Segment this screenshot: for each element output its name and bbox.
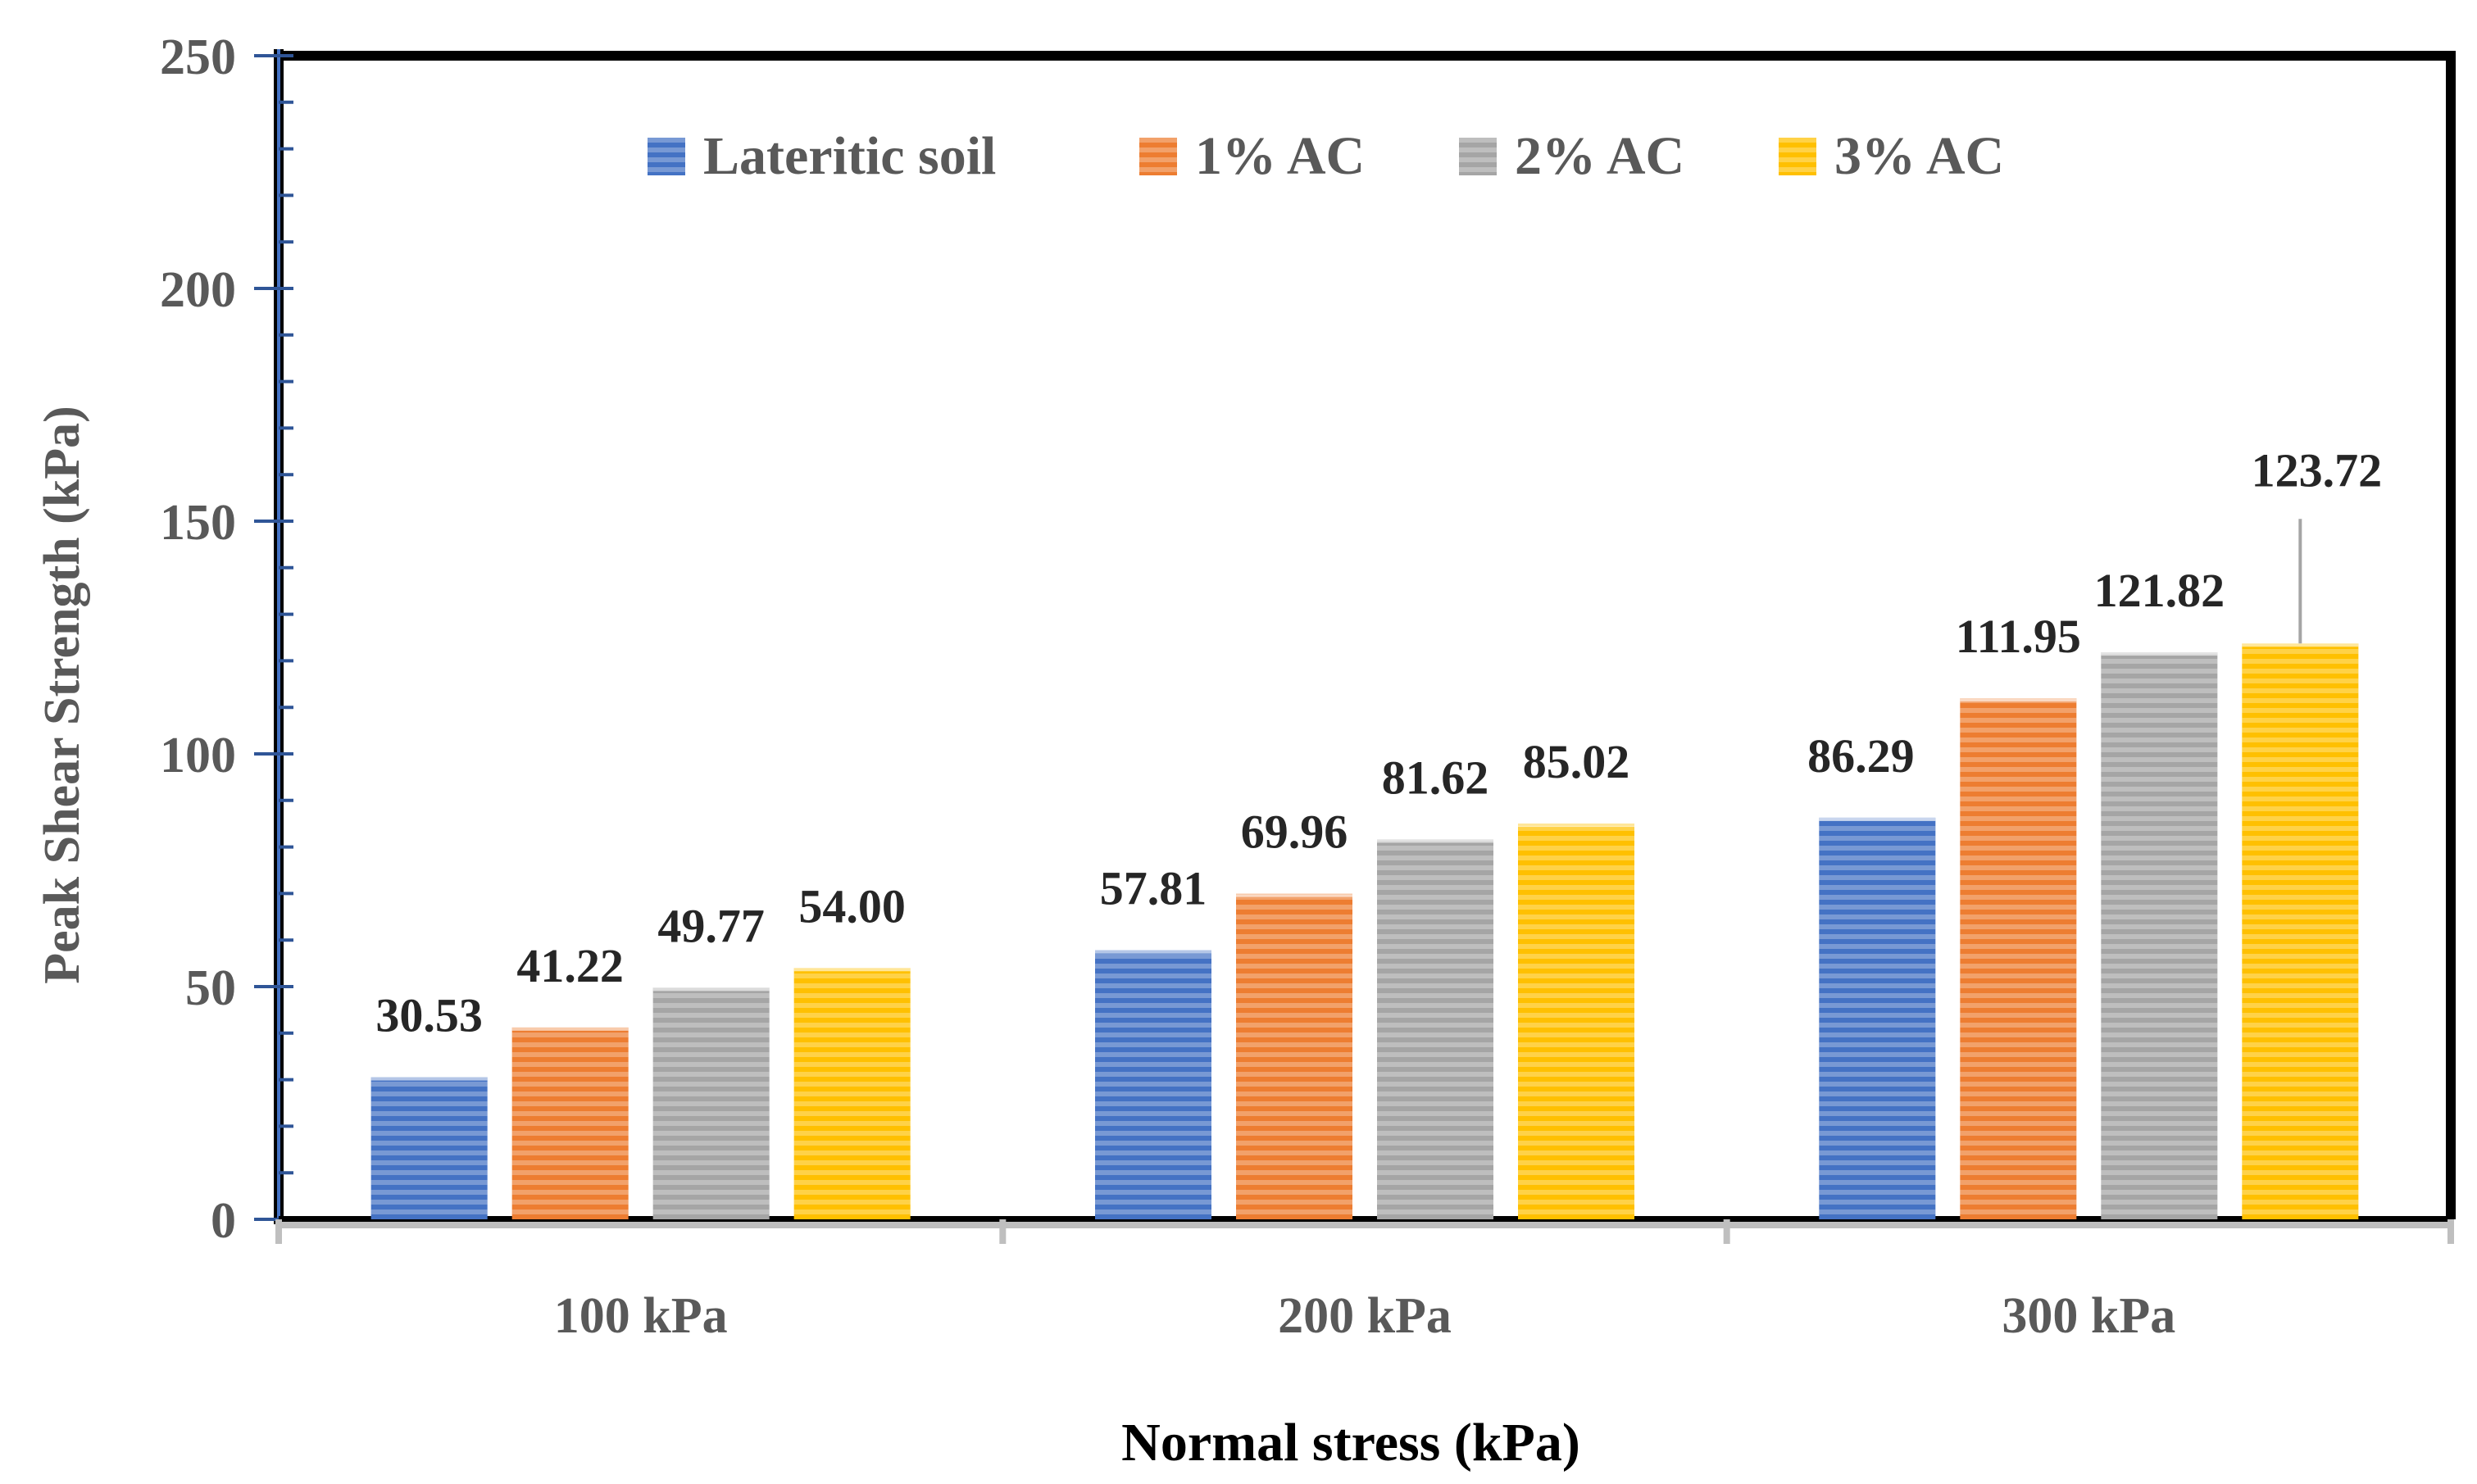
data-label: 30.53	[375, 989, 483, 1042]
x-axis: 100 kPa 200 kPa 300 kPa	[275, 1216, 2454, 1344]
bar-highlight	[1960, 698, 2077, 702]
bar-pattern	[1377, 839, 1493, 1219]
legend-swatch-pattern	[648, 138, 685, 175]
x-tick-label: 300 kPa	[2002, 1288, 2175, 1344]
bar-highlight	[1518, 824, 1634, 828]
bar-pattern	[1819, 817, 1936, 1219]
legend-swatch-pattern	[1779, 138, 1816, 175]
bar-pattern	[1518, 824, 1634, 1219]
bar-pattern	[652, 987, 770, 1219]
y-tick-label: 250	[160, 29, 236, 85]
legend: Lateritic soil 1% AC 2% AC 3% AC	[648, 126, 2004, 186]
data-label: 86.29	[1807, 729, 1915, 783]
legend-swatch-pattern	[1459, 138, 1497, 175]
bar-pattern	[370, 1077, 488, 1219]
data-labels: 30.53 57.81 86.29 41.22 69.96 111.95 49.77 81.6…	[375, 443, 2382, 1042]
bar-highlight	[652, 987, 770, 992]
bars	[370, 643, 2359, 1219]
y-tick-label: 100	[160, 728, 236, 783]
legend-swatch-pattern	[1139, 138, 1177, 175]
legend-label: 2% AC	[1515, 126, 1684, 186]
legend-label: Lateritic soil	[703, 126, 996, 186]
bar-pattern	[2101, 652, 2218, 1219]
bar-highlight	[1236, 893, 1352, 897]
legend-label: 3% AC	[1834, 126, 2004, 186]
data-label: 111.95	[1956, 610, 2081, 663]
bar-pattern	[1236, 893, 1352, 1219]
x-axis-title: Normal stress (kPa)	[1121, 1413, 1580, 1473]
data-label: 54.00	[798, 879, 906, 933]
bar-highlight	[2101, 652, 2218, 656]
bar-pattern	[1095, 950, 1211, 1219]
data-label: 49.77	[657, 899, 765, 952]
y-axis-title: Peak Shear Strength (kPa)	[34, 406, 90, 984]
data-label: 81.62	[1382, 751, 1489, 804]
data-label: 123.72	[2252, 443, 2383, 497]
bar-highlight	[1377, 839, 1493, 843]
data-label: 57.81	[1100, 862, 1207, 915]
bar-pattern	[1960, 698, 2077, 1219]
bar-highlight	[511, 1027, 629, 1031]
bar-highlight	[2242, 643, 2359, 647]
bar-pattern	[511, 1027, 629, 1219]
y-tick-label: 200	[160, 262, 236, 318]
data-label: 85.02	[1523, 735, 1630, 788]
x-tick-label: 200 kPa	[1278, 1288, 1452, 1344]
y-tick-label: 150	[160, 495, 236, 551]
bar-highlight	[370, 1077, 488, 1081]
x-tick-label: 100 kPa	[554, 1288, 728, 1344]
data-label: 121.82	[2094, 564, 2225, 617]
y-axis: 0 50 100 150 200 250	[160, 29, 293, 1249]
y-tick-label: 0	[211, 1193, 236, 1249]
bar-highlight	[1819, 817, 1936, 821]
data-label: 41.22	[516, 939, 624, 992]
plot-frame	[279, 51, 2456, 1219]
bar-pattern	[2242, 643, 2359, 1219]
bar-highlight	[1095, 950, 1211, 954]
bar-pattern	[793, 968, 911, 1219]
bar-highlight	[793, 968, 911, 972]
legend-label: 1% AC	[1195, 126, 1365, 186]
data-label: 69.96	[1241, 806, 1348, 859]
y-tick-label: 50	[185, 960, 236, 1016]
